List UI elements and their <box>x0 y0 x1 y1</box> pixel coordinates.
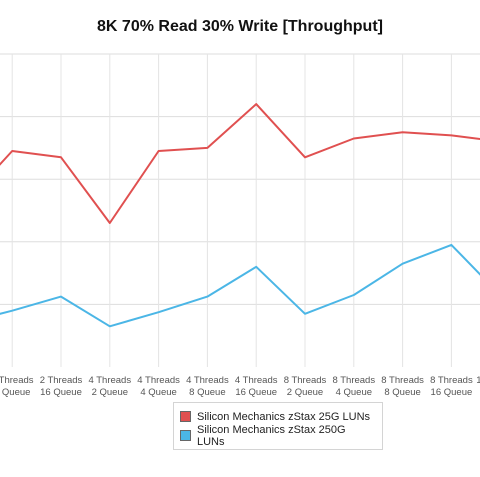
x-tick-label: 16 Queue <box>431 387 473 398</box>
x-tick-label: 2 Queue <box>287 387 323 398</box>
legend-label: Silicon Mechanics zStax 25G LUNs <box>197 410 371 423</box>
series-line-2 <box>0 243 480 328</box>
x-tick-label: 16 Queue <box>235 387 277 398</box>
x-tick-label: 4 Queue <box>336 387 372 398</box>
legend-label: Silicon Mechanics zStax 250G LUNs <box>197 423 346 448</box>
x-tick-label: 8 Threads <box>332 375 375 386</box>
x-tick-label: 8 Threads <box>430 375 473 386</box>
chart-title: 8K 70% Read 30% Write [Throughput] <box>97 18 383 35</box>
x-tick-label: 4 Threads <box>186 375 229 386</box>
legend-swatch <box>180 430 191 441</box>
x-tick-label: 8 Threads <box>284 375 327 386</box>
series-line-1 <box>0 103 480 224</box>
x-tick-label: 8 Queue <box>189 387 225 398</box>
x-tick-label: 2 Threads <box>40 375 83 386</box>
x-tick-label: 2 Queue <box>0 387 30 398</box>
x-tick-label: 16 Threads <box>476 375 480 386</box>
x-tick-label: 2 Queue <box>92 387 128 398</box>
x-tick-label: 16 Queue <box>40 387 82 398</box>
x-tick-label: 8 Queue <box>384 387 420 398</box>
legend: Silicon Mechanics zStax 25G LUNs Silicon… <box>173 402 383 450</box>
x-tick-label: 8 Threads <box>381 375 424 386</box>
legend-swatch <box>180 411 191 422</box>
legend-item: Silicon Mechanics zStax 250G LUNs <box>180 423 376 448</box>
legend-item: Silicon Mechanics zStax 25G LUNs <box>180 407 376 426</box>
x-tick-label: 4 Queue <box>140 387 176 398</box>
x-tick-label: 2 Threads <box>0 375 34 386</box>
x-tick-label: 4 Threads <box>137 375 180 386</box>
x-tick-label: 4 Threads <box>235 375 278 386</box>
x-tick-label: 4 Threads <box>88 375 131 386</box>
